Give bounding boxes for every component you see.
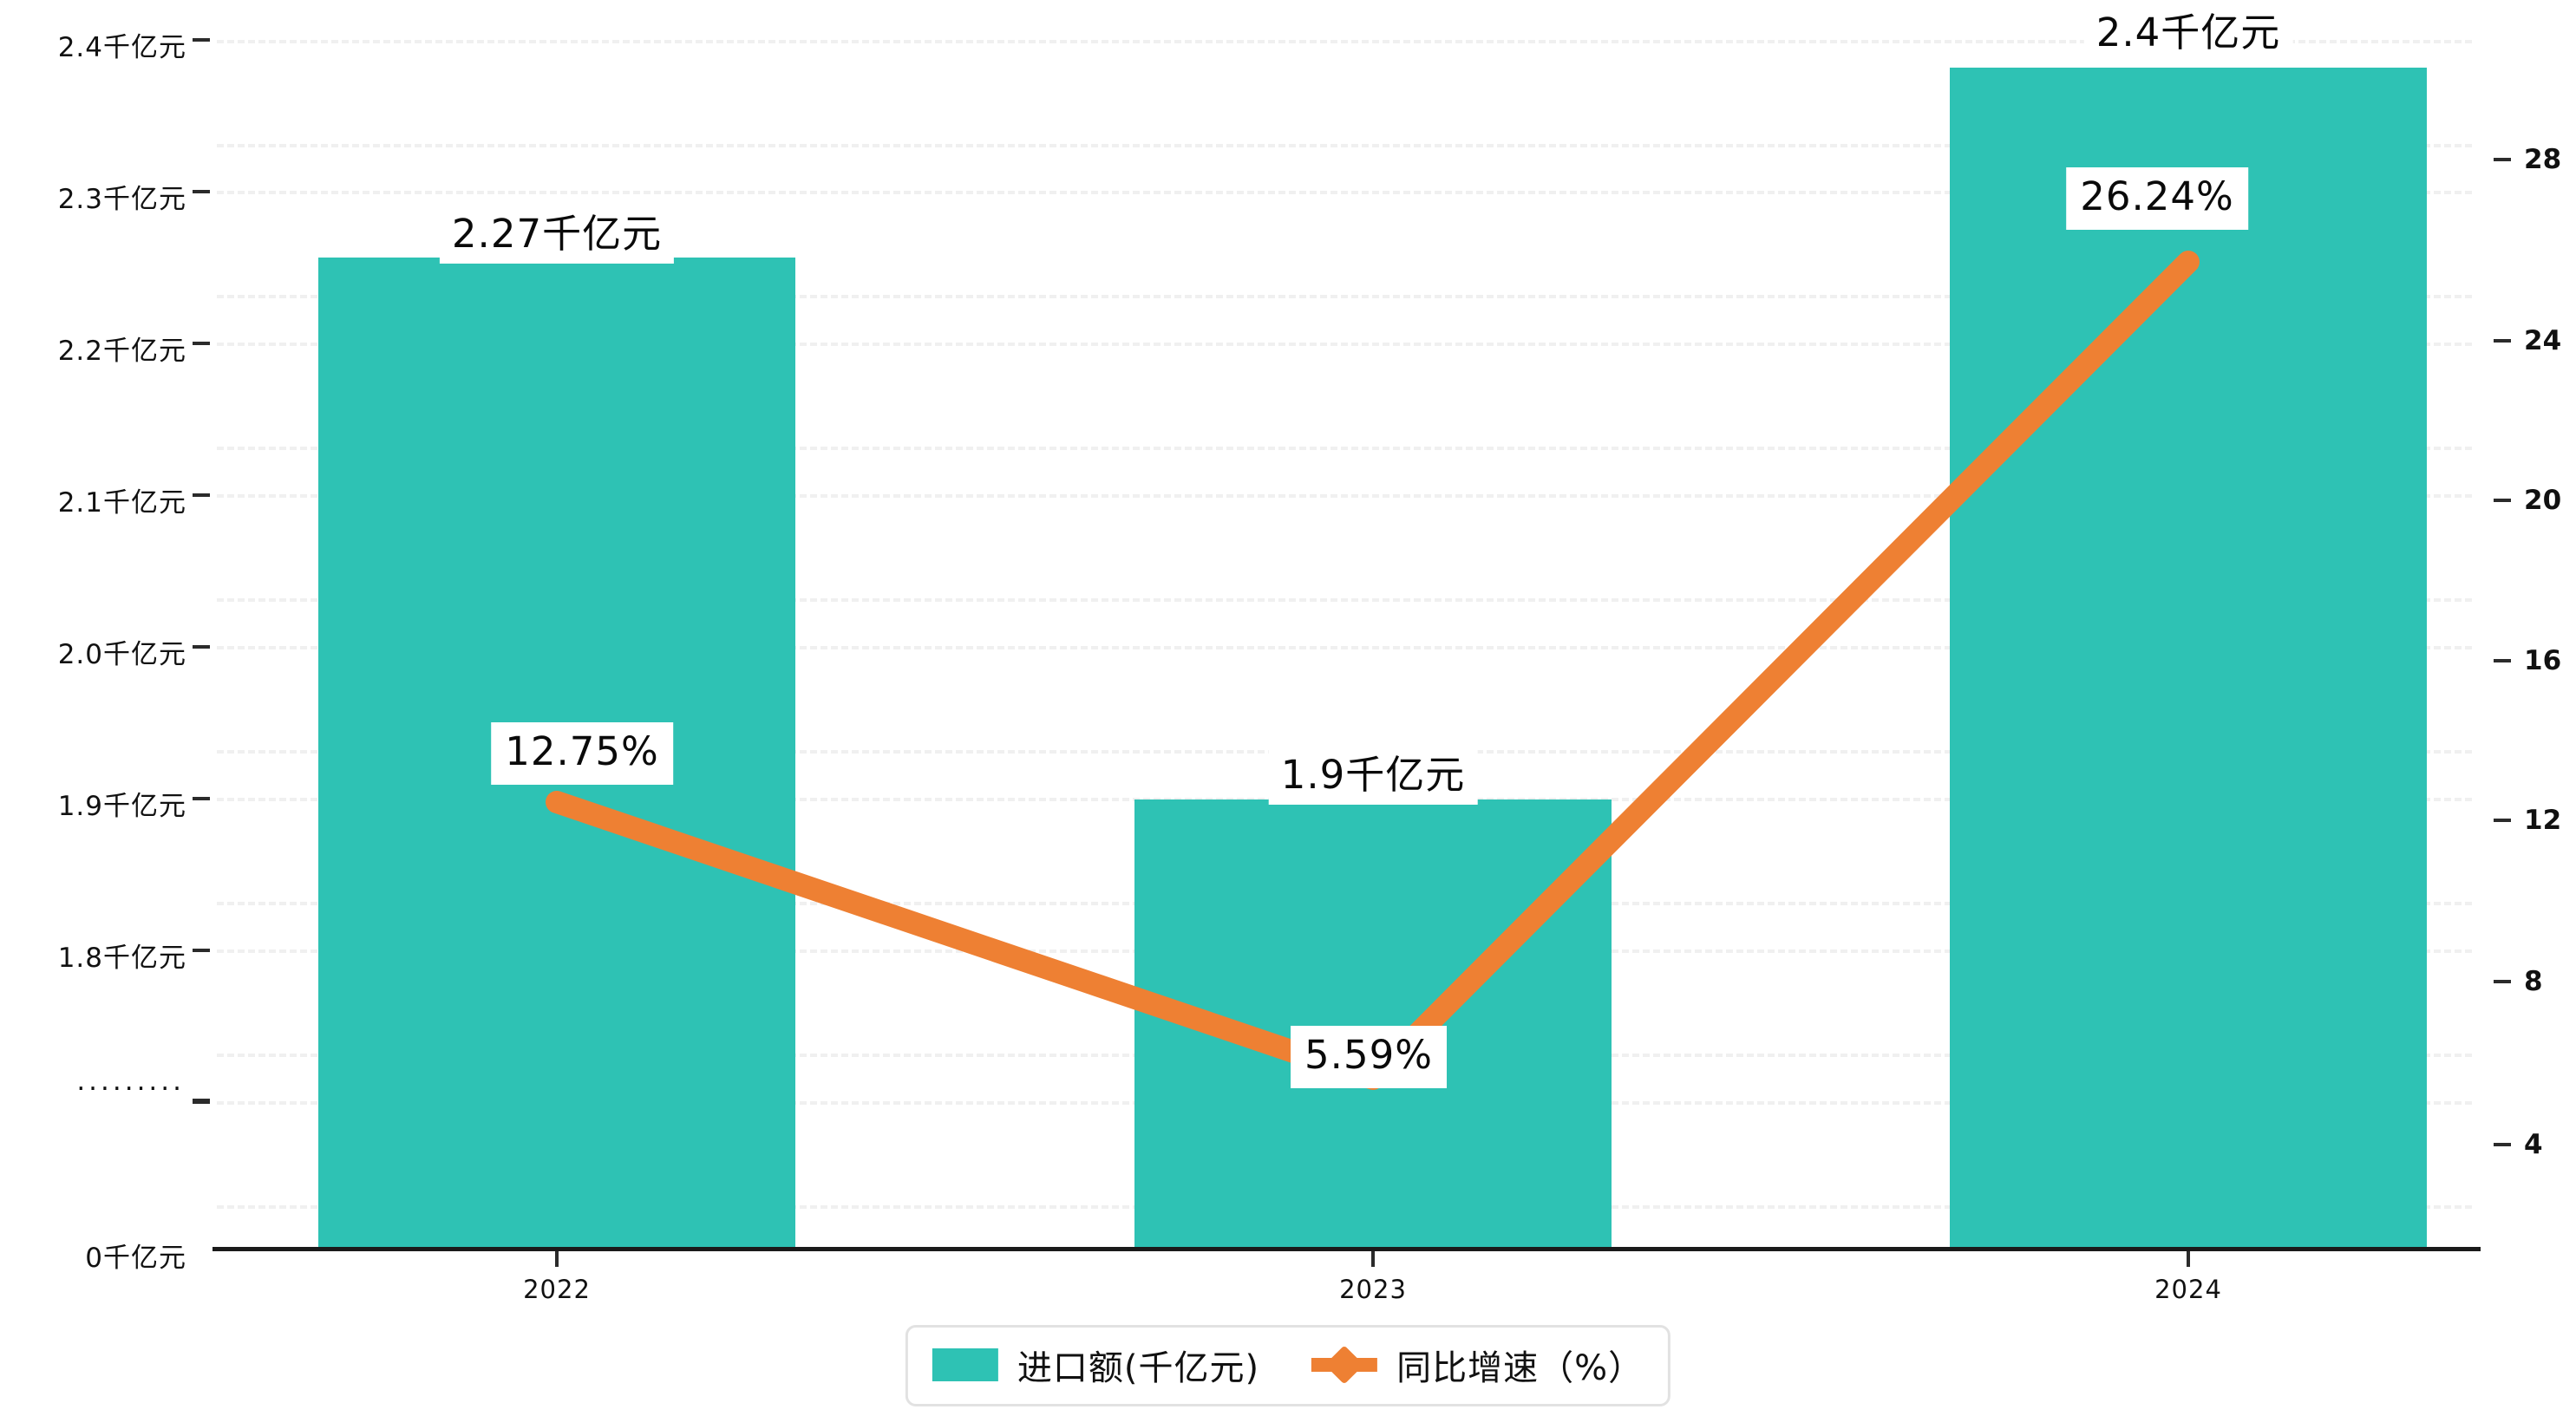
y-left-tick-mark (193, 342, 210, 345)
legend-label-growth-rate: 同比增速（%） (1396, 1348, 1644, 1388)
bar-2024[interactable] (1950, 68, 2427, 1249)
y-right-tick-mark (2494, 819, 2511, 822)
line-value-label-2022: 12.75% (491, 722, 673, 785)
y-left-tick-mark (193, 797, 210, 800)
y-right-tick-mark (2494, 158, 2511, 161)
y-right-tick-label: 24 (2524, 325, 2562, 356)
y-left-tick-mark (193, 190, 210, 193)
x-category-label-2022: 2022 (523, 1275, 591, 1304)
y-left-tick-label: 0千亿元 (85, 1243, 186, 1274)
y-left-tick-mark (193, 493, 210, 497)
y-left-tick-label: 2.3千亿元 (57, 184, 186, 215)
y-left-tick-mark (193, 949, 210, 952)
legend-label-import-amount: 进口额(千亿元) (1017, 1348, 1260, 1388)
y-left-tick-label: 2.4千亿元 (57, 32, 186, 63)
line-value-label-2023: 5.59% (1291, 1026, 1447, 1088)
legend: 进口额(千亿元) 同比增速（%） (905, 1325, 1671, 1406)
y-left-tick-label: 2.2千亿元 (57, 336, 186, 367)
x-axis-line (212, 1247, 2481, 1251)
gridline (217, 191, 2472, 194)
y-left-tick-label: 1.9千亿元 (57, 791, 186, 822)
y-right-tick-label: 28 (2524, 144, 2562, 175)
bar-swatch-icon (932, 1348, 998, 1381)
y-left-tick-label: 2.1千亿元 (57, 487, 186, 519)
x-category-label-2023: 2023 (1339, 1275, 1407, 1304)
bar-value-label-2023: 1.9千亿元 (1268, 749, 1478, 805)
y-right-tick-label: 8 (2524, 966, 2543, 997)
y-right-tick-mark (2494, 980, 2511, 983)
bar-value-label-2024: 2.4千亿元 (2083, 7, 2293, 62)
y-left-tick-label: 1.8千亿元 (57, 943, 186, 974)
gridline (217, 144, 2472, 147)
y-axis-break-indicator: ········· (76, 1073, 185, 1105)
bar-2023[interactable] (1134, 799, 1612, 1249)
x-tick-mark (555, 1251, 559, 1267)
y-right-tick-label: 16 (2524, 645, 2562, 676)
x-tick-mark (2187, 1251, 2190, 1267)
legend-item-growth-rate[interactable]: 同比增速（%） (1311, 1340, 1644, 1390)
y-right-tick-mark (2494, 339, 2511, 343)
y-right-tick-mark (2494, 499, 2511, 502)
y-left-tick-mark (193, 645, 210, 649)
y-right-tick-mark (2494, 659, 2511, 662)
y-left-tick-mark (193, 38, 210, 42)
x-category-label-2024: 2024 (2154, 1275, 2222, 1304)
gridline (217, 40, 2472, 43)
y-right-tick-label: 12 (2524, 805, 2562, 836)
y-left-tick-label: 2.0千亿元 (57, 639, 186, 670)
y-left-tick-mark (193, 1099, 210, 1104)
bar-value-label-2022: 2.27千亿元 (439, 208, 675, 264)
y-right-tick-label: 4 (2524, 1129, 2543, 1160)
line-diamond-marker-icon (1311, 1345, 1378, 1385)
x-tick-mark (1371, 1251, 1375, 1267)
y-right-tick-label: 20 (2524, 485, 2562, 516)
y-right-tick-mark (2494, 1143, 2511, 1146)
legend-item-import-amount[interactable]: 进口额(千亿元) (932, 1340, 1259, 1390)
line-value-label-2024: 26.24% (2066, 167, 2248, 230)
